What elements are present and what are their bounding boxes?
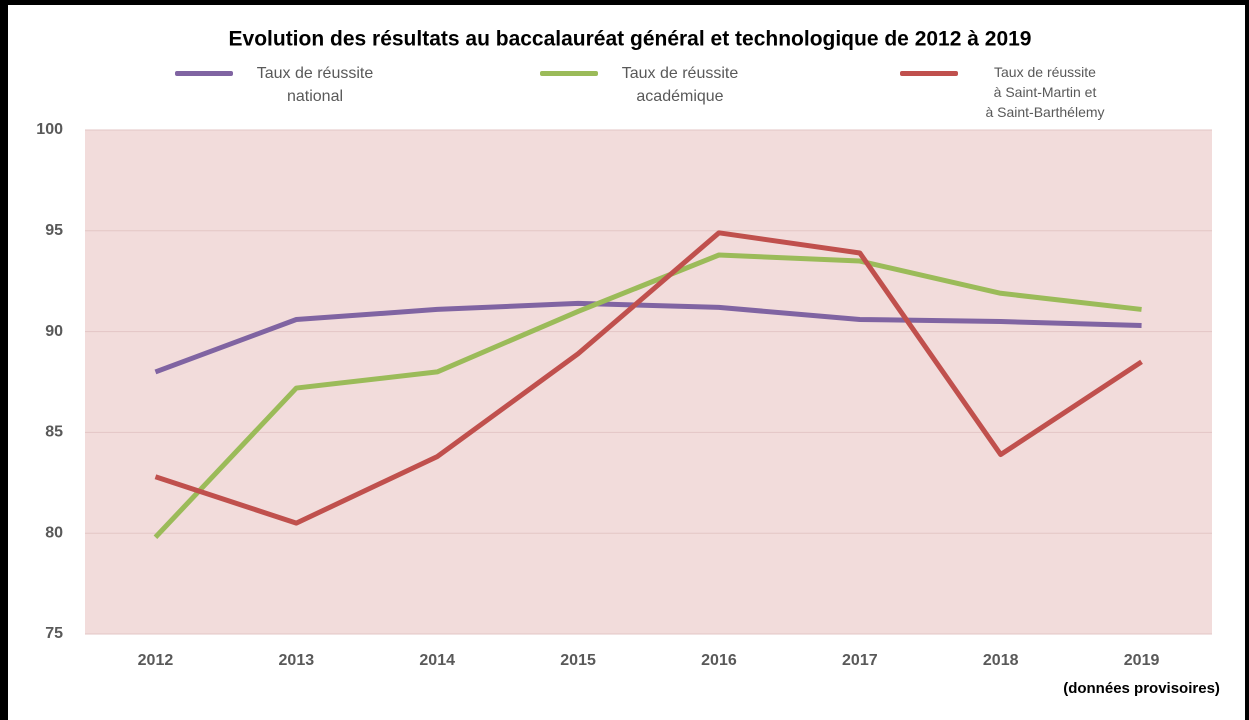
y-tick-label: 100 (36, 121, 63, 138)
y-tick-label: 80 (45, 524, 63, 541)
frame (1245, 0, 1249, 720)
x-tick-label: 2019 (1124, 652, 1160, 669)
legend-label: Taux de réussite académique (580, 62, 780, 108)
annotation: (données provisoires) (1063, 680, 1220, 697)
y-tick-label: 90 (45, 323, 63, 340)
x-tick-label: 2014 (419, 652, 455, 669)
plot-area (85, 130, 1212, 634)
chart-title: Evolution des résultats au baccalauréat … (229, 28, 1032, 51)
legend-label: Taux de réussite à Saint-Martin et à Sai… (945, 62, 1145, 122)
x-tick-label: 2012 (138, 652, 174, 669)
y-tick-label: 95 (45, 222, 63, 239)
y-tick-label: 85 (45, 424, 63, 441)
x-tick-label: 2016 (701, 652, 737, 669)
x-tick-label: 2018 (983, 652, 1019, 669)
y-tick-label: 75 (45, 625, 63, 642)
page: Evolution des résultats au baccalauréat … (0, 0, 1249, 720)
frame (0, 0, 8, 720)
x-tick-label: 2017 (842, 652, 878, 669)
x-tick-label: 2013 (279, 652, 315, 669)
frame (0, 0, 1249, 5)
legend-label: Taux de réussite national (215, 62, 415, 108)
x-tick-label: 2015 (560, 652, 596, 669)
